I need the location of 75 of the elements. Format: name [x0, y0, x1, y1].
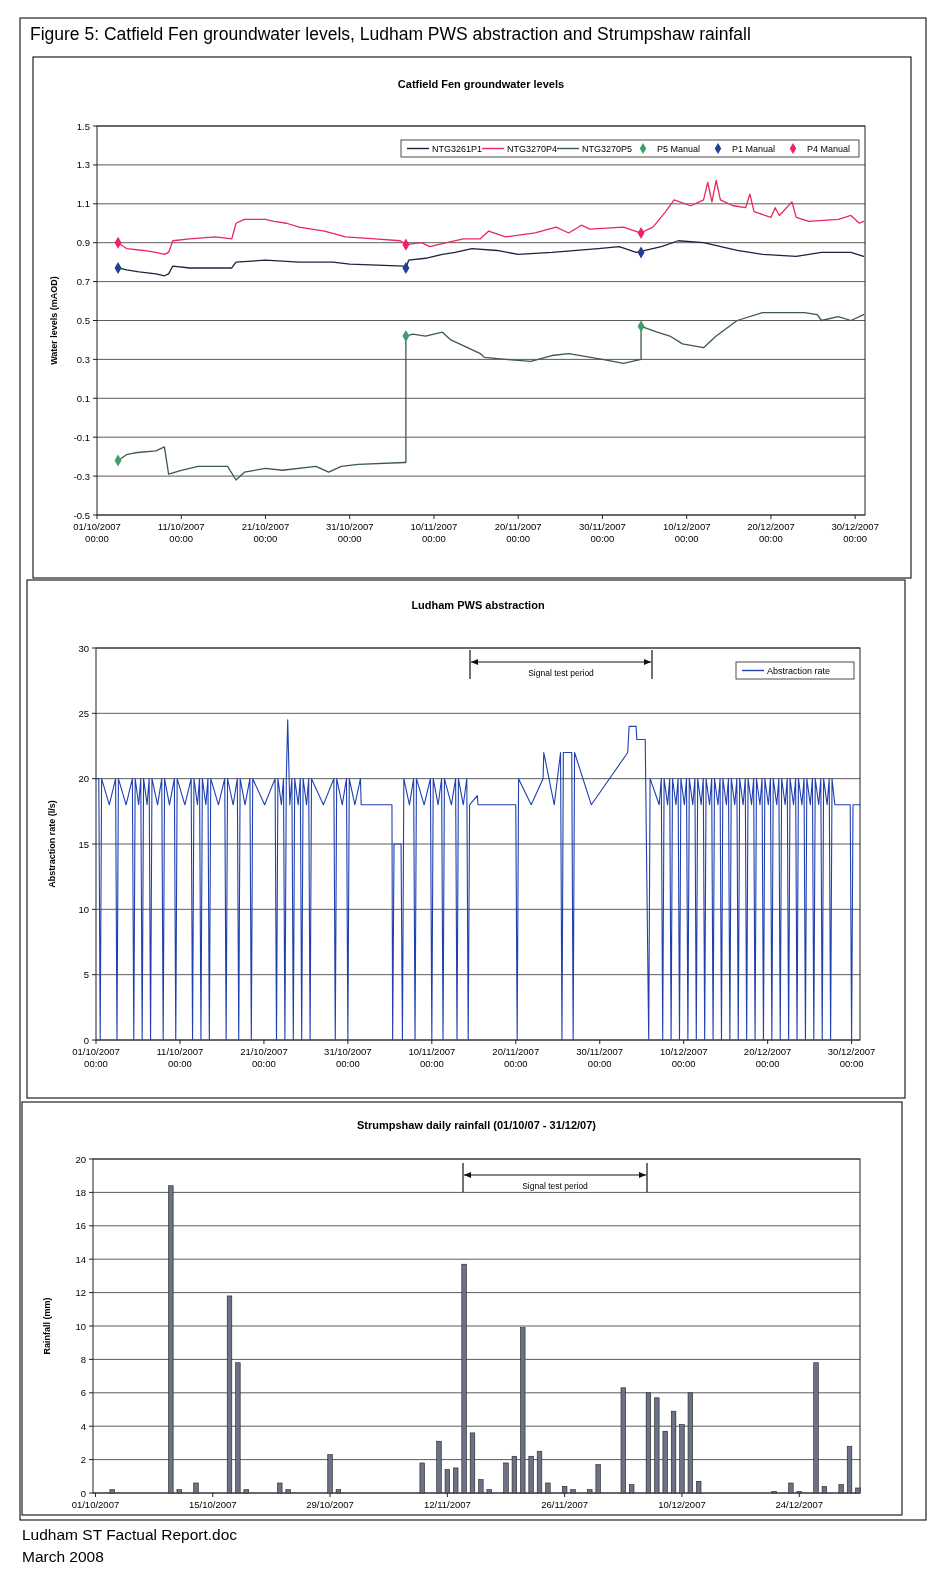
- x-tick-label: 29/10/2007: [306, 1499, 354, 1510]
- legend-label: NTG3270P4: [507, 144, 558, 154]
- x-tick-label: 20/12/2007 00:00: [747, 521, 795, 544]
- y-tick-label: 15: [78, 838, 89, 850]
- y-tick-label: 4: [80, 1420, 86, 1432]
- x-tick-label: 11/10/2007 00:00: [157, 521, 205, 544]
- x-tick-label: 30/12/2007 00:00: [827, 1046, 876, 1069]
- y-tick-label: 30: [78, 642, 89, 654]
- x-tick-label: 10/12/2007 00:00: [659, 1046, 708, 1069]
- y-axis-title: Rainfall (mm): [42, 1297, 52, 1355]
- y-tick-label: 20: [78, 773, 89, 785]
- y-tick-label: 0.9: [76, 237, 90, 249]
- x-tick-label: 31/10/2007 00:00: [325, 521, 374, 544]
- annotation: Signal test period: [528, 668, 595, 678]
- x-tick-label: 10/12/2007 00:00: [662, 521, 711, 544]
- x-tick-label: 20/11/2007 00:00: [494, 521, 542, 544]
- text: Ludham ST Factual Report.doc: [22, 1526, 238, 1543]
- y-tick-label: 2: [80, 1454, 86, 1466]
- y-tick-label: 1.1: [76, 198, 90, 210]
- x-tick-label: 21/10/2007 00:00: [240, 1046, 288, 1069]
- y-tick-label: 1.5: [76, 120, 90, 132]
- x-tick-label: 01/10/2007 00:00: [72, 1046, 120, 1069]
- legend-label: P5 Manual: [657, 144, 701, 154]
- chart-title: Ludham PWS abstraction: [411, 599, 545, 611]
- x-tick-label: 01/10/2007: [71, 1499, 120, 1510]
- y-tick-label: 10: [75, 1320, 86, 1332]
- y-tick-label: 6: [80, 1387, 86, 1399]
- y-tick-label: 18: [75, 1186, 86, 1198]
- x-tick-label: 21/10/2007 00:00: [241, 521, 290, 544]
- y-tick-label: 0.1: [76, 392, 90, 404]
- y-tick-label: 5: [83, 969, 89, 981]
- y-tick-label: 0: [80, 1487, 86, 1499]
- legend-label: NTG3270P5: [582, 144, 633, 154]
- y-tick-label: -0.5: [73, 509, 90, 521]
- y-tick-label: 0.3: [76, 353, 90, 365]
- y-tick-label: 16: [75, 1220, 86, 1232]
- x-tick-label: 12/11/2007: [423, 1499, 471, 1510]
- x-tick-label: 15/10/2007: [188, 1499, 237, 1510]
- y-tick-label: 0.5: [76, 315, 90, 326]
- caption: Figure 5: Catfield Fen groundwater levels, Ludham PWS abstraction and Strumpshaw rainfall: [30, 24, 751, 44]
- annotation: Signal test period: [522, 1181, 589, 1191]
- x-tick-label: 26/11/2007: [541, 1499, 589, 1510]
- x-tick-label: 20/11/2007 00:00: [492, 1046, 540, 1069]
- x-tick-label: 30/11/2007 00:00: [576, 1046, 624, 1069]
- y-axis-title: Water levels (mAOD): [49, 276, 59, 365]
- x-tick-label: 11/10/2007 00:00: [156, 1046, 204, 1069]
- x-tick-label: 10/11/2007 00:00: [408, 1046, 456, 1069]
- legend-label: Abstraction rate: [767, 666, 831, 676]
- x-tick-label: 10/11/2007 00:00: [410, 521, 458, 544]
- legend-label: P1 Manual: [732, 144, 776, 154]
- y-tick-label: -0.1: [73, 431, 90, 443]
- y-tick-label: 14: [75, 1253, 86, 1265]
- y-tick-label: 10: [78, 903, 89, 915]
- y-tick-label: 25: [78, 707, 89, 719]
- legend-label: NTG3261P1: [432, 144, 483, 154]
- y-tick-label: 0.7: [76, 276, 90, 288]
- y-tick-label: 0: [83, 1034, 89, 1046]
- y-axis-title: Abstraction rate (l/s): [47, 800, 57, 888]
- x-tick-label: 24/12/2007: [775, 1499, 824, 1510]
- chart-title: Strumpshaw daily rainfall (01/10/07 - 31/12/07): [356, 1119, 597, 1131]
- y-tick-label: 8: [80, 1353, 86, 1365]
- x-tick-label: 31/10/2007 00:00: [324, 1046, 372, 1069]
- chart-title: Catfield Fen groundwater levels: [397, 78, 565, 90]
- y-tick-label: 1.3: [76, 159, 90, 171]
- y-tick-label: -0.3: [73, 470, 90, 482]
- x-tick-label: 30/11/2007 00:00: [579, 521, 626, 544]
- x-tick-label: 10/12/2007: [658, 1499, 706, 1510]
- x-tick-label: 30/12/2007 00:00: [831, 521, 879, 544]
- y-tick-label: 12: [75, 1287, 86, 1299]
- y-tick-label: 20: [75, 1153, 86, 1165]
- line-series: [95, 719, 861, 1041]
- legend-label: P4 Manual: [807, 144, 851, 154]
- x-tick-label: 01/10/2007 00:00: [73, 521, 121, 544]
- x-tick-label: 20/12/2007 00:00: [743, 1046, 792, 1069]
- text: March 2008: [22, 1548, 104, 1565]
